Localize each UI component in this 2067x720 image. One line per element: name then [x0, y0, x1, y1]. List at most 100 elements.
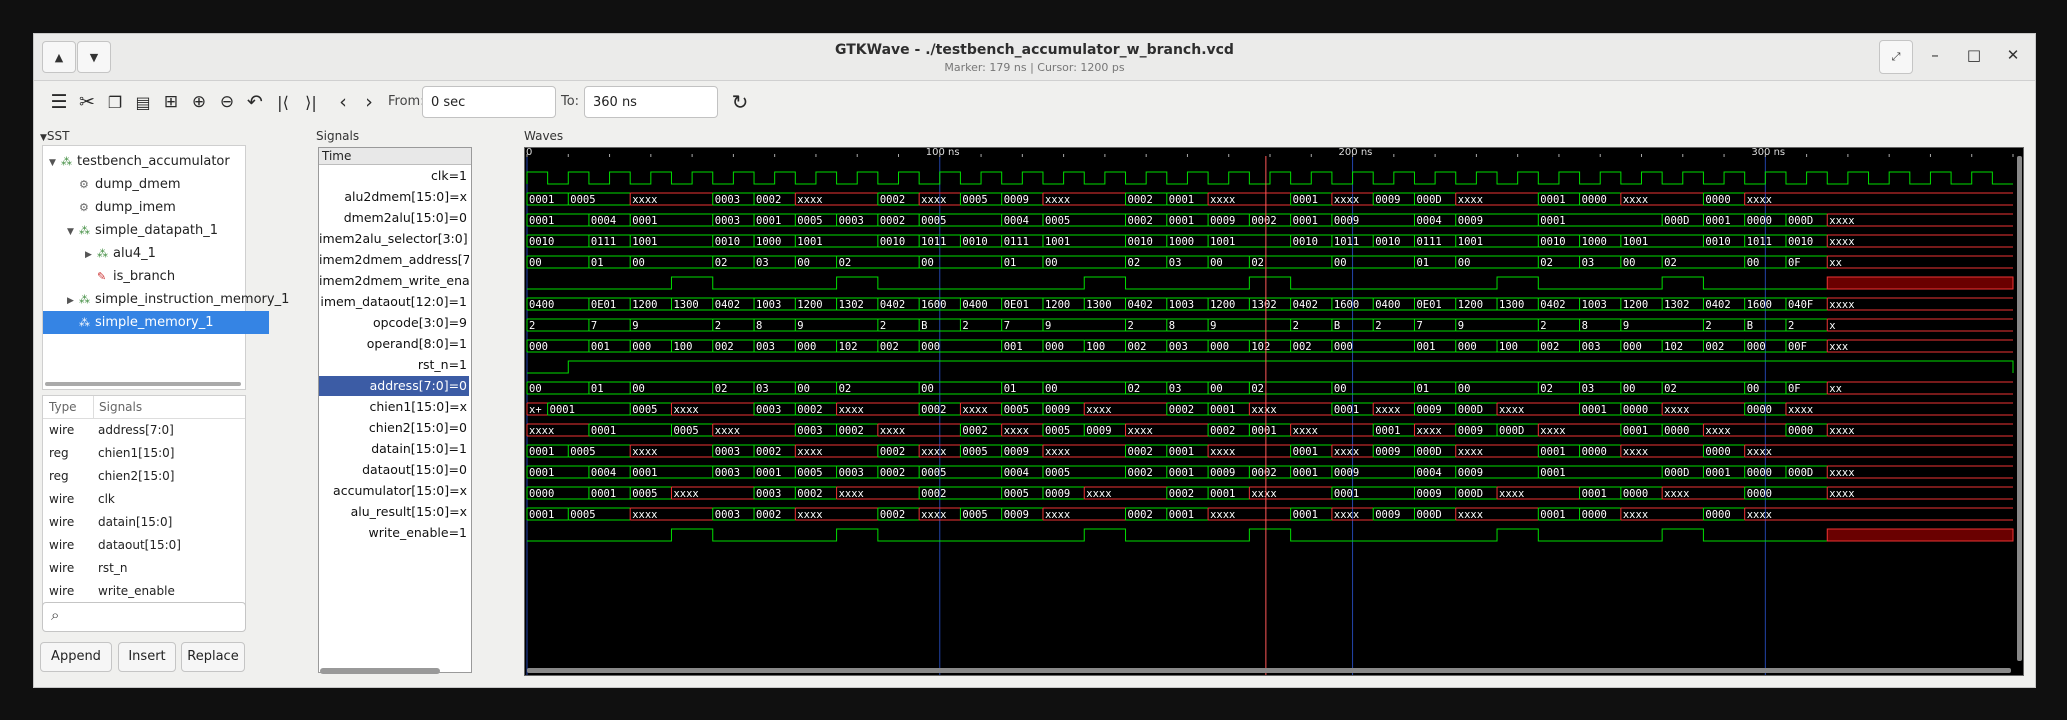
table-row[interactable]: wire dataout[15:0]: [43, 534, 245, 557]
expander-closed-icon[interactable]: ▶: [85, 250, 92, 260]
undo-zoom-icon[interactable]: ↶: [247, 91, 263, 113]
table-row[interactable]: wire address[7:0]: [43, 419, 245, 442]
replace-button[interactable]: Replace: [181, 642, 245, 672]
bus-value-label: 0002: [1128, 467, 1153, 479]
zoom-to-start-icon[interactable]: |⟨: [277, 92, 289, 112]
find-previous-edge-icon[interactable]: ‹: [339, 91, 347, 113]
table-row[interactable]: wire rst_n: [43, 557, 245, 580]
signal-row[interactable]: clk=1: [430, 168, 467, 183]
sst-horizontal-scrollbar[interactable]: [45, 382, 241, 386]
reload-icon[interactable]: ↻: [731, 90, 749, 114]
bus-segment: [588, 423, 672, 437]
sst-tree-item[interactable]: ⁂ simple_memory_1: [43, 311, 269, 334]
table-row[interactable]: wire datain[15:0]: [43, 511, 245, 534]
signal-search-field[interactable]: ⌕: [42, 602, 246, 632]
column-header-signals[interactable]: Signals: [93, 396, 142, 418]
scroll-up-button[interactable]: ▲: [42, 41, 76, 73]
table-row[interactable]: wire clk: [43, 488, 245, 511]
sst-tree-item[interactable]: ✎ is_branch: [43, 265, 287, 288]
bus-segment: [526, 297, 589, 311]
signal-row[interactable]: address[7:0]=0: [319, 376, 469, 396]
table-row[interactable]: reg chien1[15:0]: [43, 442, 245, 465]
bus-value-label: 0001: [756, 215, 781, 227]
signal-row[interactable]: rst_n=1: [417, 357, 467, 372]
bus-value-label: 02: [1251, 383, 1264, 395]
signal-row[interactable]: imem2dmem_address[7:0]=0: [319, 252, 469, 267]
bus-value-label: 00: [921, 257, 934, 269]
from-time-input[interactable]: [422, 86, 556, 118]
table-row[interactable]: wire write_enable: [43, 580, 245, 603]
bus-value-label: 0000: [1582, 194, 1607, 206]
bus-value-label: 0009: [1375, 194, 1400, 206]
bus-segment: [1166, 444, 1209, 458]
signal-row[interactable]: imem2alu_selector[3:0]=1: [319, 231, 469, 246]
sst-label[interactable]: ▼SST: [40, 129, 70, 143]
bus-value-label: 0001: [632, 467, 657, 479]
fullscreen-button[interactable]: ⤢: [1879, 40, 1913, 74]
expander-open-icon[interactable]: ▼: [67, 227, 74, 237]
bus-value-label: 8: [756, 320, 762, 332]
minimize-button[interactable]: –: [1931, 46, 1939, 64]
signal-row[interactable]: opcode[3:0]=9: [372, 315, 467, 330]
signal-row[interactable]: alu2dmem[15:0]=x: [344, 189, 467, 204]
sst-tree-item[interactable]: ▶ ⁂ simple_instruction_memory_1: [43, 288, 289, 311]
bus-segment: [1331, 402, 1374, 416]
bus-segment: [1702, 318, 1745, 332]
scroll-down-button[interactable]: ▼: [77, 41, 111, 73]
zoom-out-icon[interactable]: ⊖: [219, 92, 235, 112]
close-button[interactable]: ✕: [2006, 46, 2020, 64]
bus-value-label: 0000: [1664, 425, 1689, 437]
maximize-button[interactable]: □: [1966, 46, 1982, 64]
zoom-to-end-icon[interactable]: ⟩|: [305, 92, 317, 112]
bus-value-label: 0001: [1540, 467, 1565, 479]
bus-value-label: 0001: [1210, 488, 1235, 500]
zoom-fit-icon[interactable]: ⊞: [163, 92, 179, 112]
signal-row[interactable]: imem_dataout[12:0]=1: [320, 294, 467, 309]
menu-icon[interactable]: ☰: [50, 91, 68, 113]
append-button[interactable]: Append: [40, 642, 112, 672]
sst-tree-item[interactable]: ▼ ⁂ simple_datapath_1: [43, 219, 269, 242]
signal-row[interactable]: operand[8:0]=1: [366, 336, 467, 351]
column-header-type[interactable]: Type: [49, 400, 77, 414]
copy-icon[interactable]: ❐: [107, 92, 123, 112]
bus-segment: [1785, 465, 1828, 479]
signal-row[interactable]: chien1[15:0]=x: [369, 399, 467, 414]
signal-row[interactable]: alu_result[15:0]=x: [350, 504, 467, 519]
bus-value-label: 100: [673, 341, 692, 353]
table-row[interactable]: reg chien2[15:0]: [43, 465, 245, 488]
bus-value-label: 00: [1210, 257, 1223, 269]
expander-closed-icon[interactable]: ▶: [67, 296, 74, 306]
bus-segment: [1455, 297, 1498, 311]
paste-icon[interactable]: ▤: [135, 92, 151, 112]
signals-scrollbar[interactable]: [318, 668, 470, 674]
find-next-edge-icon[interactable]: ›: [365, 91, 373, 113]
signal-row[interactable]: dmem2alu[15:0]=0: [343, 210, 467, 225]
bus-segment: [712, 444, 755, 458]
expander-open-icon[interactable]: ▼: [49, 158, 56, 168]
bus-segment: [1001, 339, 1043, 353]
cut-icon[interactable]: ✂: [79, 91, 95, 113]
to-time-input[interactable]: [584, 86, 718, 118]
signal-row[interactable]: accumulator[15:0]=x: [333, 483, 467, 498]
bus-segment: [1413, 234, 1456, 248]
signal-row[interactable]: write_enable=1: [368, 525, 467, 540]
signal-row[interactable]: dataout[15:0]=0: [362, 462, 467, 477]
signal-row[interactable]: datain[15:0]=1: [371, 441, 467, 456]
signal-row[interactable]: imem2dmem_write_enable=1: [319, 273, 469, 288]
waves-panel[interactable]: 0 100 ns 200 ns 300 ns 0001 0005 xxxx 0003 0002 x…: [524, 147, 2024, 676]
insert-button[interactable]: Insert: [118, 642, 176, 672]
bus-segment: [1744, 402, 1786, 416]
sst-tree-item[interactable]: ▶ ⁂ alu4_1: [43, 242, 287, 265]
bus-segment: [1537, 465, 1663, 479]
bus-value-label: xxxx: [1210, 509, 1235, 521]
signal-row[interactable]: chien2[15:0]=0: [368, 420, 467, 435]
sst-tree-item[interactable]: ▼ ⁂ testbench_accumulator: [43, 150, 251, 173]
bus-segment: [1661, 213, 1704, 227]
bus-segment: [588, 234, 631, 248]
sst-tree-item[interactable]: ⚙ dump_dmem: [43, 173, 269, 196]
sst-tree-item[interactable]: ⚙ dump_imem: [43, 196, 269, 219]
bus-value-label: xxxx: [1416, 425, 1441, 437]
zoom-in-icon[interactable]: ⊕: [191, 92, 207, 112]
bus-value-label: 0002: [962, 425, 987, 437]
